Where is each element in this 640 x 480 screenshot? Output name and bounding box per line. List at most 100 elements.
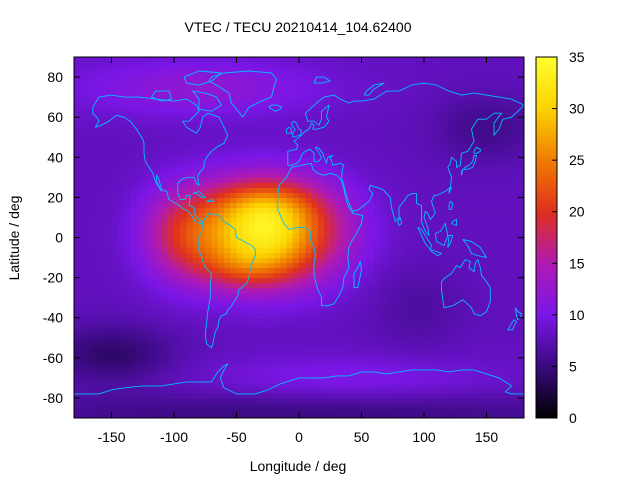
heatmap-cell <box>261 307 269 314</box>
heatmap-cell <box>249 282 256 289</box>
heatmap-cell <box>255 407 263 414</box>
heatmap-cell <box>161 372 169 379</box>
heatmap-cell <box>324 177 331 183</box>
heatmap-cell <box>324 347 331 354</box>
heatmap-cell <box>99 352 106 359</box>
heatmap-cell <box>224 137 231 143</box>
heatmap-cell <box>230 337 238 344</box>
heatmap-cell <box>455 392 463 399</box>
heatmap-cell <box>467 87 475 93</box>
heatmap-cell <box>255 197 263 203</box>
heatmap-cell <box>486 142 494 148</box>
heatmap-cell <box>161 267 169 274</box>
heatmap-cell <box>161 367 169 374</box>
heatmap-cell <box>380 137 388 143</box>
heatmap-cell <box>311 107 319 113</box>
heatmap-cell <box>330 312 338 319</box>
heatmap-cell <box>480 132 488 138</box>
heatmap-cell <box>305 287 313 294</box>
heatmap-cell <box>180 117 188 123</box>
heatmap-cell <box>167 57 175 63</box>
heatmap-cell <box>99 227 106 234</box>
heatmap-cell <box>174 157 181 163</box>
heatmap-cell <box>286 322 294 329</box>
heatmap-cell <box>249 242 256 249</box>
heatmap-cell <box>117 197 125 203</box>
heatmap-cell <box>299 67 306 73</box>
heatmap-cell <box>367 272 375 279</box>
heatmap-cell <box>155 82 163 88</box>
heatmap-cell <box>124 147 131 153</box>
heatmap-cell <box>136 102 144 108</box>
heatmap-cell <box>155 162 163 168</box>
heatmap-cell <box>399 277 406 284</box>
heatmap-cell <box>392 162 400 168</box>
heatmap-cell <box>267 287 275 294</box>
heatmap-cell <box>305 267 313 274</box>
heatmap-cell <box>461 332 469 339</box>
heatmap-cell <box>130 357 138 364</box>
heatmap-cell <box>386 177 394 183</box>
heatmap-cell <box>192 237 200 244</box>
heatmap-cell <box>180 297 188 304</box>
heatmap-cell <box>305 217 313 224</box>
heatmap-cell <box>324 247 331 254</box>
heatmap-cell <box>267 137 275 143</box>
heatmap-cell <box>99 127 106 133</box>
heatmap-cell <box>317 317 325 324</box>
heatmap-cell <box>261 267 269 274</box>
heatmap-cell <box>424 122 431 128</box>
heatmap-cell <box>480 112 488 118</box>
heatmap-cell <box>236 102 244 108</box>
heatmap-cell <box>261 147 269 153</box>
heatmap-cell <box>92 202 100 209</box>
heatmap-cell <box>217 297 225 304</box>
heatmap-cell <box>149 337 156 344</box>
heatmap-cell <box>399 367 406 374</box>
heatmap-cell <box>86 152 94 158</box>
heatmap-cell <box>205 402 213 409</box>
heatmap-cell <box>111 132 119 138</box>
heatmap-cell <box>292 327 300 334</box>
heatmap-cell <box>505 382 513 389</box>
heatmap-cell <box>186 237 194 244</box>
heatmap-cell <box>124 287 131 294</box>
heatmap-cell <box>355 287 363 294</box>
heatmap-cell <box>455 277 463 284</box>
heatmap-cell <box>399 187 406 193</box>
heatmap-cell <box>324 152 331 158</box>
heatmap-cell <box>136 317 144 324</box>
heatmap-cell <box>424 127 431 133</box>
heatmap-cell <box>174 397 181 404</box>
heatmap-cell <box>411 382 419 389</box>
heatmap-cell <box>161 282 169 289</box>
heatmap-cell <box>236 352 244 359</box>
heatmap-cell <box>92 147 100 153</box>
heatmap-cell <box>292 122 300 128</box>
heatmap-cell <box>205 92 213 98</box>
heatmap-cell <box>149 57 156 63</box>
heatmap-cell <box>180 112 188 118</box>
heatmap-cell <box>417 57 425 63</box>
heatmap-cell <box>336 177 344 183</box>
heatmap-cell <box>211 122 219 128</box>
heatmap-cell <box>399 342 406 349</box>
heatmap-cell <box>436 372 444 379</box>
heatmap-cell <box>405 247 413 254</box>
heatmap-cell <box>386 157 394 163</box>
heatmap-cell <box>186 182 194 188</box>
heatmap-cell <box>480 207 488 214</box>
heatmap-cell <box>461 182 469 188</box>
heatmap-cell <box>305 62 313 68</box>
heatmap-cell <box>336 137 344 143</box>
heatmap-cell <box>117 392 125 399</box>
heatmap-cell <box>274 302 281 309</box>
heatmap-cell <box>117 407 125 414</box>
heatmap-cell <box>74 162 81 168</box>
heatmap-cell <box>174 412 181 418</box>
heatmap-cell <box>167 122 175 128</box>
heatmap-cell <box>355 362 363 369</box>
heatmap-cell <box>486 67 494 73</box>
heatmap-cell <box>211 172 219 178</box>
heatmap-cell <box>99 302 106 309</box>
